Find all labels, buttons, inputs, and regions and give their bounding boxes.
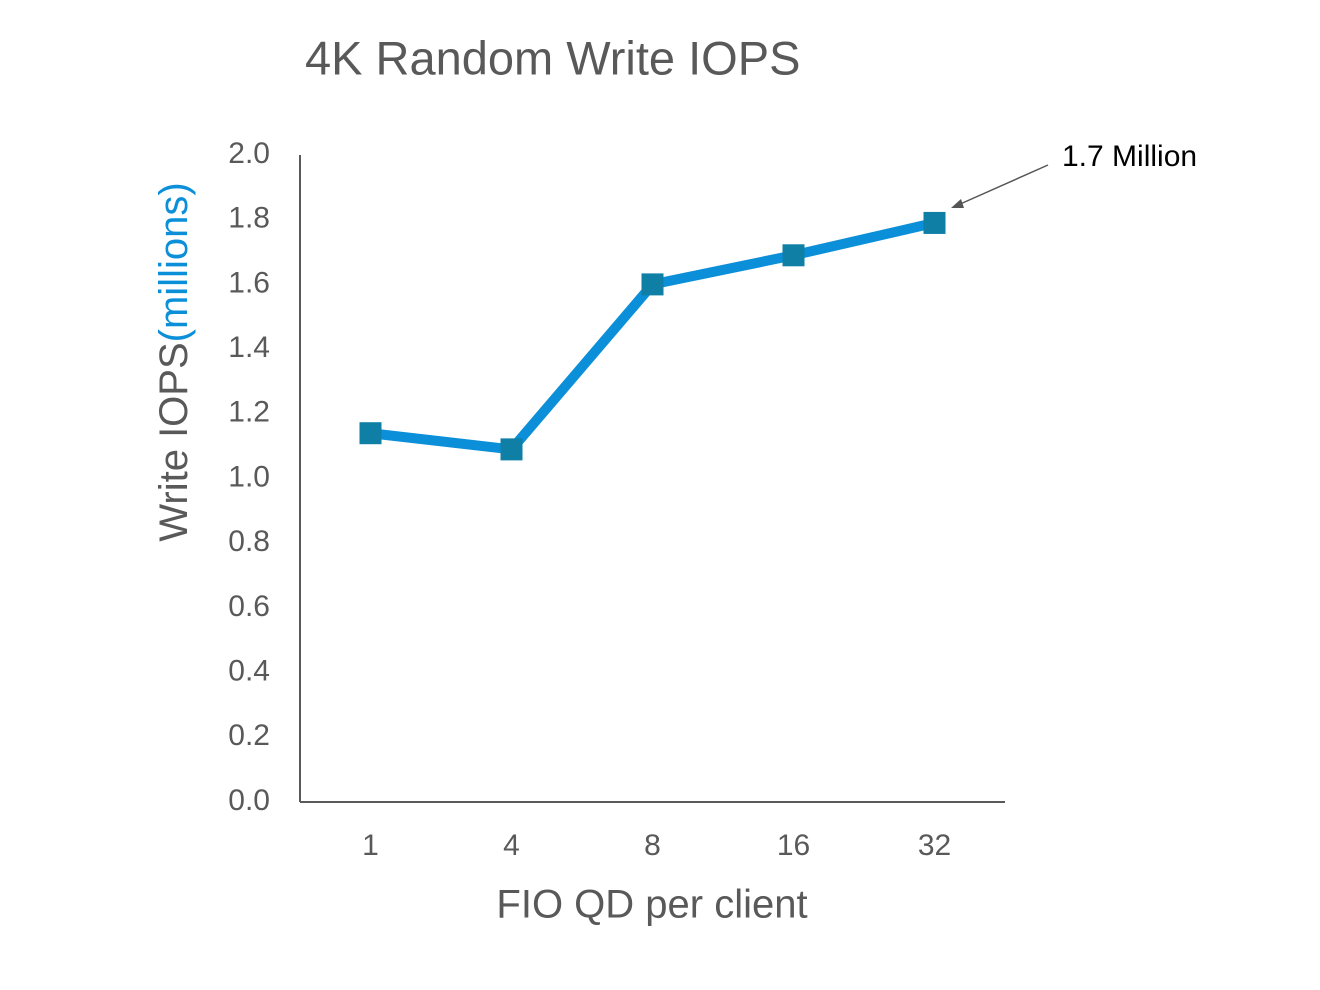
x-tick-label: 32 — [918, 829, 951, 862]
y-tick-label: 1.4 — [228, 331, 270, 364]
annotation-arrowhead — [951, 199, 964, 208]
y-tick-label: 2.0 — [228, 137, 270, 170]
y-axis-title-main: Write IOPS — [152, 342, 196, 541]
marker — [359, 422, 382, 445]
x-tick-label: 16 — [777, 829, 810, 862]
y-tick-label: 1.2 — [228, 396, 270, 429]
marker — [782, 244, 805, 267]
x-axis-title: FIO QD per client — [496, 883, 807, 927]
y-tick-label: 0.2 — [228, 719, 270, 752]
y-tick-label: 1.0 — [228, 460, 270, 493]
annotation-arrow — [957, 164, 1049, 206]
y-axis-title-unit: (millions) — [152, 182, 196, 342]
x-tick-label: 4 — [503, 829, 520, 862]
series-line — [369, 218, 936, 455]
y-tick-label: 1.8 — [228, 202, 270, 235]
y-tick-label: 0.0 — [228, 784, 270, 817]
y-tick-label: 0.6 — [228, 590, 270, 623]
marker — [923, 211, 946, 234]
marker — [641, 273, 664, 296]
chart-title: 4K Random Write IOPS — [305, 31, 800, 84]
x-tick-label: 1 — [362, 829, 379, 862]
annotation: 1.7 Million — [1062, 140, 1197, 173]
y-tick-label: 0.8 — [228, 525, 270, 558]
x-tick-label: 8 — [644, 829, 661, 862]
y-tick-label: 1.6 — [228, 266, 270, 299]
y-axis-title: Write IOPS(millions) — [152, 182, 196, 541]
y-tick-label: 0.4 — [228, 655, 270, 688]
marker — [500, 438, 523, 461]
